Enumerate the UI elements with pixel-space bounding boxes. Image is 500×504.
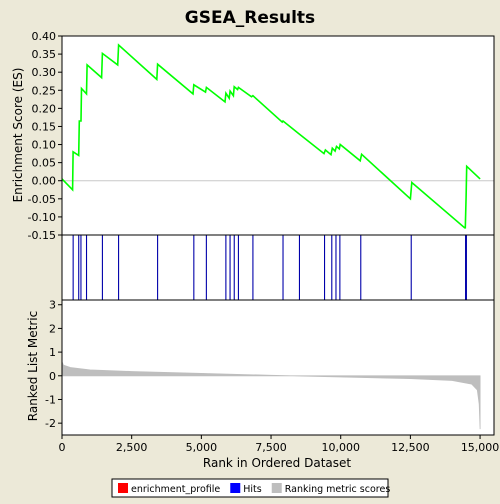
enrichment-plot-area <box>62 36 494 235</box>
legend-swatch <box>118 483 128 493</box>
x-tick-label: 10,000 <box>321 441 360 454</box>
ranking-metric-area <box>61 361 481 430</box>
es-y-tick-label: 0.40 <box>32 30 57 43</box>
x-tick-label: 7,500 <box>255 441 287 454</box>
es-y-tick-label: 0.35 <box>32 48 57 61</box>
legend: enrichment_profile Hits Ranking metric sco… <box>111 478 391 498</box>
metric-y-tick-label: -2 <box>45 417 56 430</box>
es-y-tick-label: 0.25 <box>32 84 57 97</box>
metric-y-tick-label: 0 <box>49 370 56 383</box>
legend-label: Hits <box>243 484 262 495</box>
x-tick-label: 0 <box>59 441 66 454</box>
es-y-tick-label: 0.30 <box>32 66 57 79</box>
es-y-tick-label: 0.15 <box>32 120 57 133</box>
legend-label: Ranking metric scores <box>285 484 391 495</box>
es-y-tick-label: 0.20 <box>32 102 57 115</box>
metric-y-tick-label: 2 <box>49 322 56 335</box>
es-y-tick-label: 0.10 <box>32 139 57 152</box>
chart-title: GSEA_Results <box>185 8 315 28</box>
metric-y-tick-label: -1 <box>45 393 56 406</box>
es-y-tick-label: -0.15 <box>28 229 56 242</box>
legend-box <box>111 478 389 498</box>
metric-y-tick-label: 1 <box>49 346 56 359</box>
x-tick-label: 2,500 <box>116 441 148 454</box>
legend-swatch <box>230 483 241 493</box>
enrichment-panel: -0.15 -0.10 -0.05 0.00 0.05 0.10 0.15 0.20 0.25 0… <box>28 30 495 242</box>
x-tick-label: 5,000 <box>186 441 218 454</box>
metric-plot-area <box>62 300 494 435</box>
ranked-metric-panel: -2 -1 0 1 2 3 0 2,500 5,000 7,500 10,000 12,500 15,0… <box>45 299 499 454</box>
x-tick-label: 12,500 <box>391 441 430 454</box>
hits-panel <box>61 234 495 301</box>
metric-y-tick-label: 3 <box>49 299 56 312</box>
es-y-tick-label: -0.10 <box>28 211 56 224</box>
enrichment-profile-line <box>61 43 481 229</box>
hits-plot-area <box>62 235 494 300</box>
es-y-tick-label: 0.00 <box>32 175 57 188</box>
legend-label: enrichment_profile <box>131 484 220 495</box>
metric-frame <box>61 299 495 436</box>
enrichment-y-axis-label: Enrichment Score (ES) <box>11 68 25 203</box>
es-y-tick-label: 0.05 <box>32 157 57 170</box>
ranked-metric-y-axis-label: Ranked List Metric <box>26 311 40 421</box>
legend-swatch <box>271 483 282 493</box>
x-tick-label: 15,000 <box>461 441 500 454</box>
x-axis-label: Rank in Ordered Dataset <box>203 456 351 470</box>
es-y-tick-label: -0.05 <box>28 193 56 206</box>
